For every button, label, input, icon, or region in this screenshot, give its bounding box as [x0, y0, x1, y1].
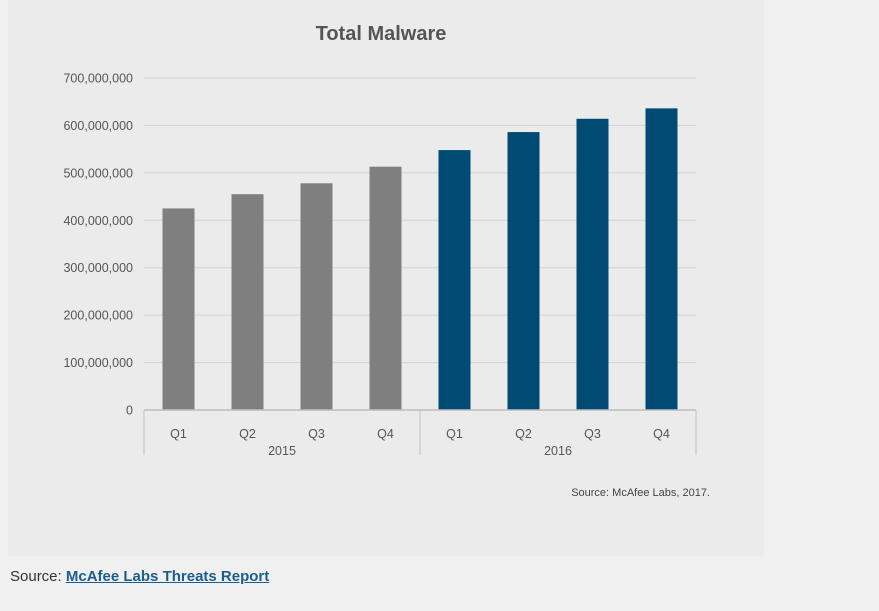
bar: [300, 183, 333, 410]
y-tick-label: 300,000,000: [63, 261, 133, 275]
source-caption: Source: McAfee Labs Threats Report: [10, 568, 269, 585]
bar: [645, 108, 678, 411]
chart-title: Total Malware: [316, 23, 447, 45]
x-tick-label: Q2: [239, 427, 256, 441]
bar: [231, 194, 264, 410]
malware-bar-chart: Total Malware 0 100,000,000 200,000,000 300,…: [63, 23, 710, 499]
bar: [507, 132, 540, 410]
mcafee-report-link[interactable]: McAfee Labs Threats Report: [65, 568, 270, 585]
x-tick-label: Q4: [377, 427, 394, 441]
y-tick-label: 600,000,000: [63, 119, 133, 133]
bar: [438, 150, 471, 410]
y-tick-label: 100,000,000: [63, 356, 133, 370]
y-tick-label: 700,000,000: [63, 72, 133, 86]
y-tick-label: 200,000,000: [63, 309, 133, 323]
y-tick-label: 0: [126, 404, 133, 418]
x-tick-label: Q1: [170, 427, 187, 441]
chart-source-note: Source: McAfee Labs, 2017.: [571, 487, 710, 499]
x-tick-label: Q3: [584, 427, 601, 441]
x-tick-label: Q2: [515, 427, 532, 441]
y-tick-label: 400,000,000: [63, 214, 133, 228]
bar: [162, 208, 195, 410]
bar: [369, 166, 402, 410]
source-caption-prefix: Source:: [10, 568, 66, 585]
x-tick-label: Q1: [446, 427, 463, 441]
chart-panel: Total Malware 0 100,000,000 200,000,000 300,…: [8, 0, 764, 556]
group-label: 2015: [268, 444, 296, 458]
x-tick-label: Q3: [308, 427, 325, 441]
group-label: 2016: [544, 444, 572, 458]
y-tick-label: 500,000,000: [63, 166, 133, 180]
x-tick-label: Q4: [653, 427, 670, 441]
bar: [576, 118, 609, 410]
